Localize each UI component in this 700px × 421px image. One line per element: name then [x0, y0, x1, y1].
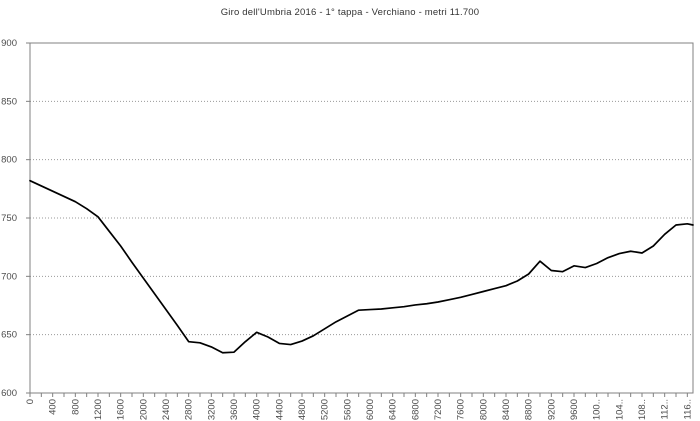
x-tick-label: 104..	[614, 399, 625, 420]
x-tick-label: 2000	[138, 399, 149, 420]
y-tick-label: 600	[1, 388, 17, 399]
chart-title: Giro dell'Umbria 2016 - 1° tappa - Verch…	[220, 7, 480, 18]
x-tick-label: 7600	[456, 399, 467, 420]
x-tick-label: 1600	[116, 399, 127, 420]
x-tick-label: 5200	[320, 399, 331, 420]
y-tick-label: 800	[1, 155, 17, 166]
y-tick-label: 900	[1, 38, 17, 49]
x-tick-label: 8000	[478, 399, 489, 420]
elevation-line	[29, 179, 694, 354]
x-tick-label: 400	[48, 399, 59, 415]
x-tick-label: 2800	[184, 399, 195, 420]
x-tick-label: 4000	[252, 399, 263, 420]
x-tick-label: 0	[25, 399, 36, 404]
y-tick-label: 650	[1, 330, 17, 341]
y-tick-label: 750	[1, 213, 17, 224]
x-tick-label: 6000	[365, 399, 376, 420]
x-tick-label: 9200	[546, 399, 557, 420]
x-tick-label: 8800	[524, 399, 535, 420]
x-tick-label: 100..	[592, 399, 603, 420]
x-tick-label: 112..	[660, 399, 671, 419]
x-tick-label: 9600	[569, 399, 580, 420]
x-tick-label: 4800	[297, 399, 308, 420]
x-tick-label: 6400	[388, 399, 399, 420]
x-tick-label: 3600	[229, 399, 240, 420]
x-tick-label: 3200	[206, 399, 217, 420]
x-tick-label: 5600	[342, 399, 353, 420]
x-tick-label: 4400	[274, 399, 285, 420]
y-tick-label: 850	[1, 96, 17, 107]
x-tick-label: 800	[70, 399, 81, 415]
x-tick-label: 2400	[161, 399, 172, 420]
x-tick-label: 6800	[410, 399, 421, 420]
x-tick-label: 8400	[501, 399, 512, 420]
y-tick-label: 700	[1, 271, 17, 282]
x-tick-label: 1200	[93, 399, 104, 420]
x-tick-label: 116..	[682, 399, 693, 419]
x-tick-label: 7200	[433, 399, 444, 420]
x-tick-label: 108..	[637, 399, 648, 420]
